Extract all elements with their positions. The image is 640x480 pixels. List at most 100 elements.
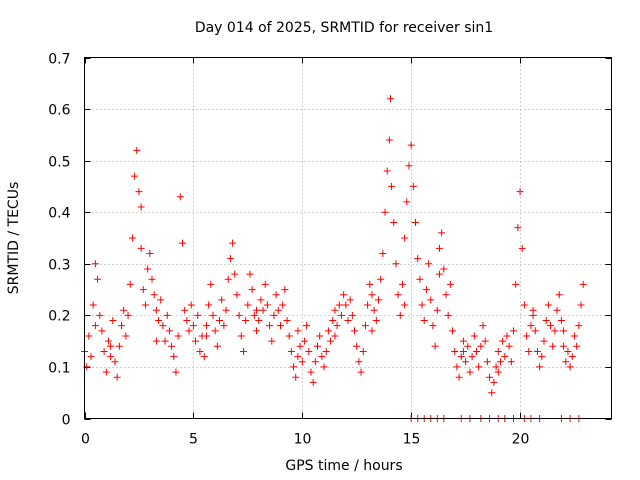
data-point bbox=[233, 291, 241, 299]
y-tick-label: 0.3 bbox=[48, 258, 70, 274]
data-point bbox=[492, 363, 500, 371]
data-point bbox=[185, 327, 193, 335]
data-point bbox=[401, 234, 409, 242]
y-tick-label: 0.6 bbox=[48, 103, 70, 119]
data-point bbox=[503, 332, 511, 340]
data-point bbox=[570, 332, 578, 340]
data-point bbox=[194, 311, 202, 319]
data-point bbox=[296, 342, 304, 350]
data-point bbox=[261, 280, 269, 288]
data-point bbox=[124, 311, 132, 319]
data-point bbox=[547, 322, 555, 330]
data-point bbox=[440, 265, 448, 273]
data-point bbox=[459, 337, 467, 345]
data-point bbox=[272, 291, 280, 299]
data-point bbox=[401, 301, 409, 309]
data-point bbox=[187, 301, 195, 309]
data-point bbox=[163, 311, 171, 319]
data-point bbox=[425, 260, 433, 268]
data-point bbox=[128, 234, 136, 242]
data-point bbox=[303, 322, 311, 330]
data-point bbox=[472, 347, 480, 355]
data-point bbox=[231, 270, 239, 278]
data-point bbox=[137, 203, 145, 211]
data-point bbox=[416, 275, 424, 283]
data-point bbox=[388, 182, 396, 190]
data-point bbox=[222, 306, 230, 314]
data-point bbox=[320, 363, 328, 371]
data-point bbox=[172, 368, 180, 376]
data-point bbox=[170, 353, 178, 361]
data-point bbox=[381, 208, 389, 216]
data-point bbox=[266, 322, 274, 330]
data-point bbox=[455, 373, 463, 381]
data-point bbox=[540, 337, 548, 345]
data-point bbox=[263, 301, 271, 309]
data-point bbox=[483, 358, 491, 366]
data-point bbox=[85, 332, 93, 340]
data-point bbox=[442, 291, 450, 299]
data-point bbox=[157, 296, 165, 304]
data-point bbox=[181, 306, 189, 314]
data-point bbox=[562, 358, 570, 366]
data-point bbox=[118, 322, 126, 330]
data-point bbox=[435, 244, 443, 252]
data-point bbox=[579, 280, 587, 288]
data-point bbox=[538, 353, 546, 361]
data-point bbox=[364, 301, 372, 309]
y-tick-label: 0.5 bbox=[48, 155, 70, 171]
data-point bbox=[457, 353, 465, 361]
data-point bbox=[226, 255, 234, 263]
data-point bbox=[270, 311, 278, 319]
data-point bbox=[351, 327, 359, 335]
data-point bbox=[368, 327, 376, 335]
data-point bbox=[248, 286, 256, 294]
data-point bbox=[122, 332, 130, 340]
data-point bbox=[335, 301, 343, 309]
data-point bbox=[359, 347, 367, 355]
data-point bbox=[224, 275, 232, 283]
data-point bbox=[514, 224, 522, 232]
data-point bbox=[139, 286, 147, 294]
data-point bbox=[244, 301, 252, 309]
data-point bbox=[512, 280, 520, 288]
x-tick-label: 0 bbox=[81, 432, 90, 448]
data-point bbox=[468, 353, 476, 361]
data-point bbox=[253, 306, 261, 314]
data-point bbox=[398, 280, 406, 288]
data-point bbox=[390, 219, 398, 227]
plot-frame bbox=[84, 57, 612, 419]
data-point bbox=[370, 306, 378, 314]
data-point bbox=[98, 327, 106, 335]
data-point bbox=[202, 332, 210, 340]
data-point bbox=[564, 347, 572, 355]
data-point bbox=[403, 198, 411, 206]
data-point bbox=[337, 311, 345, 319]
data-point bbox=[298, 358, 306, 366]
data-point bbox=[318, 353, 326, 361]
data-point bbox=[575, 322, 583, 330]
x-tick-label: 10 bbox=[294, 432, 312, 448]
data-points bbox=[81, 95, 587, 422]
data-point bbox=[91, 260, 99, 268]
y-ticks: 0 0.1 0.2 0.3 0.4 0.5 0.6 0.7 bbox=[48, 52, 612, 429]
x-tick-label: 15 bbox=[403, 432, 421, 448]
data-point bbox=[577, 301, 585, 309]
data-point bbox=[274, 306, 282, 314]
data-point bbox=[396, 311, 404, 319]
data-point bbox=[218, 296, 226, 304]
data-point bbox=[259, 306, 267, 314]
data-point bbox=[551, 327, 559, 335]
data-point bbox=[246, 270, 254, 278]
data-point bbox=[192, 337, 200, 345]
data-point bbox=[435, 270, 443, 278]
data-point bbox=[529, 311, 537, 319]
data-point bbox=[104, 337, 112, 345]
data-point bbox=[141, 301, 149, 309]
data-point bbox=[107, 353, 115, 361]
data-point bbox=[353, 342, 361, 350]
data-point bbox=[490, 378, 498, 386]
data-point bbox=[340, 291, 348, 299]
data-point bbox=[394, 291, 402, 299]
